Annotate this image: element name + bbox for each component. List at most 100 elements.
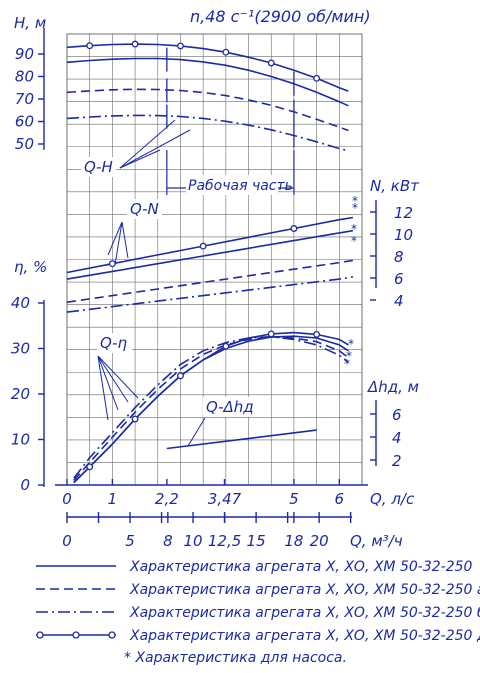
h-tick-label: 60 — [15, 113, 34, 131]
q-h-label-leader — [119, 119, 176, 169]
pump-asterisk: * — [344, 357, 350, 371]
q-h-label-bg — [81, 157, 116, 177]
curve-n-dashed — [66, 259, 354, 303]
curve-h-solid — [66, 57, 349, 107]
q-dh-label-bg — [203, 397, 256, 417]
q-eta-label-leader — [97, 355, 119, 411]
q2-tick-label: 0 — [62, 532, 72, 550]
legend-swatch-point — [72, 631, 80, 639]
curve-n-solid — [66, 229, 354, 280]
n-tick-label: 10 — [394, 226, 413, 244]
q-dh-label: Q-Δhд — [206, 398, 254, 416]
n-tick-label: 6 — [394, 270, 404, 288]
q-eta-label-bg — [97, 333, 132, 353]
q-n-label-leader — [121, 221, 129, 259]
grid — [66, 33, 363, 486]
q2-axis-label: Q, м³/ч — [350, 532, 403, 550]
curve-h-point — [313, 74, 321, 82]
curve-eta-point — [267, 330, 275, 338]
eta-tick-label: 10 — [11, 431, 30, 449]
curve-eta-circles — [73, 331, 349, 484]
n-tick-label: 12 — [394, 204, 413, 222]
curve-eta-dashed — [73, 335, 349, 481]
q-tick-label: 0 — [62, 490, 72, 508]
q-tick-label: 1 — [108, 490, 118, 508]
q2-tick-label: 8 — [163, 532, 173, 550]
curve-h-dashed — [66, 88, 349, 132]
working-zone-bg — [186, 175, 278, 195]
q-h-label-leader — [119, 129, 191, 169]
eta-tick-label: 30 — [11, 340, 30, 358]
q2-tick-label: 15 — [247, 532, 266, 550]
pump-asterisk: * — [351, 222, 357, 236]
working-zone-label: Рабочая часть — [188, 178, 293, 194]
h-tick-label: 90 — [15, 45, 34, 63]
q-tick-label: 3,47 — [208, 490, 242, 508]
q2-tick-label: 18 — [284, 532, 303, 550]
curve-h-point — [177, 42, 184, 50]
q-tick-label: 6 — [335, 490, 345, 508]
q-dh-label-leader — [187, 417, 206, 447]
n-tick-label: 8 — [394, 248, 404, 266]
curve-h-circles — [66, 43, 349, 92]
q-n-label-bg — [127, 199, 162, 219]
q2-tick-label: 10 — [184, 532, 203, 550]
curve-eta-point — [86, 463, 94, 471]
q-h-label-leader — [119, 149, 161, 169]
curves — [66, 40, 354, 484]
curve-n-point — [290, 225, 298, 232]
legend: Характеристика агрегата Х, ХО, ХМ 50-32-… — [36, 559, 480, 666]
h-tick-label: 50 — [15, 135, 34, 153]
q2-tick-label: 5 — [125, 532, 135, 550]
curve-eta-dashdot — [73, 335, 349, 479]
legend-swatch-point — [36, 631, 44, 639]
pump-asterisk: * — [352, 194, 358, 208]
q-eta-label-leader — [97, 355, 109, 421]
pump-note: * Характеристика для насоса. — [124, 650, 347, 666]
curve-n-point — [199, 242, 207, 250]
eta-tick-label: 40 — [11, 294, 30, 312]
curve-eta-point — [131, 415, 139, 423]
q-axis-label: Q, л/с — [370, 490, 415, 508]
q2-tick-label: 12,5 — [208, 532, 241, 550]
eta-tick-label: 0 — [20, 476, 30, 494]
pump-asterisk: * — [346, 349, 352, 363]
n-tick-label: 4 — [394, 292, 404, 310]
eta-tick-label: 20 — [11, 385, 30, 403]
q-h-label: Q-H — [84, 158, 113, 176]
h-tick-label: 70 — [15, 90, 34, 108]
curve-h-point — [86, 42, 94, 50]
q-n-label: Q-N — [130, 200, 159, 218]
n-axis-label: N, кВт — [370, 177, 420, 195]
h-axis-label: H, м — [14, 14, 46, 32]
curve-h-dashdot — [66, 114, 349, 152]
pump-asterisk: * — [348, 337, 354, 351]
curve-h-point — [222, 48, 230, 56]
curve-n-point — [108, 260, 116, 268]
dh-tick-label: 6 — [392, 406, 402, 424]
q-tick-label: 5 — [289, 490, 299, 508]
pump-asterisk: * — [352, 201, 358, 215]
dh-tick-label: 4 — [392, 429, 402, 447]
q-tick-label: 2,2 — [155, 490, 179, 508]
h-tick-label: 80 — [15, 68, 34, 86]
legend-label-dashdot: Характеристика агрегата Х, ХО, ХМ 50-32-… — [129, 605, 480, 621]
legend-label-dashed: Характеристика агрегата Х, ХО, ХМ 50-32-… — [129, 582, 480, 598]
dh-axis-label: Δhд, м — [367, 378, 419, 396]
q-eta-label-leader — [97, 355, 139, 399]
dh-tick-label: 2 — [392, 452, 402, 470]
curve-dh-solid — [166, 429, 317, 450]
curve-eta-point — [177, 372, 184, 380]
eta-axis-label: η, % — [14, 258, 47, 276]
curve-h-point — [131, 40, 139, 48]
q-eta-label: Q-η — [100, 334, 127, 352]
curve-n-circles — [66, 216, 354, 274]
chart-title: n,48 с⁻¹(2900 об/мин) — [190, 7, 371, 26]
curve-n-dashdot — [66, 276, 354, 313]
legend-label-circles: Характеристика агрегата Х, ХО, ХМ 50-32-… — [129, 628, 480, 644]
q2-tick-label: 20 — [310, 532, 329, 550]
q-eta-label-leader — [97, 355, 129, 403]
